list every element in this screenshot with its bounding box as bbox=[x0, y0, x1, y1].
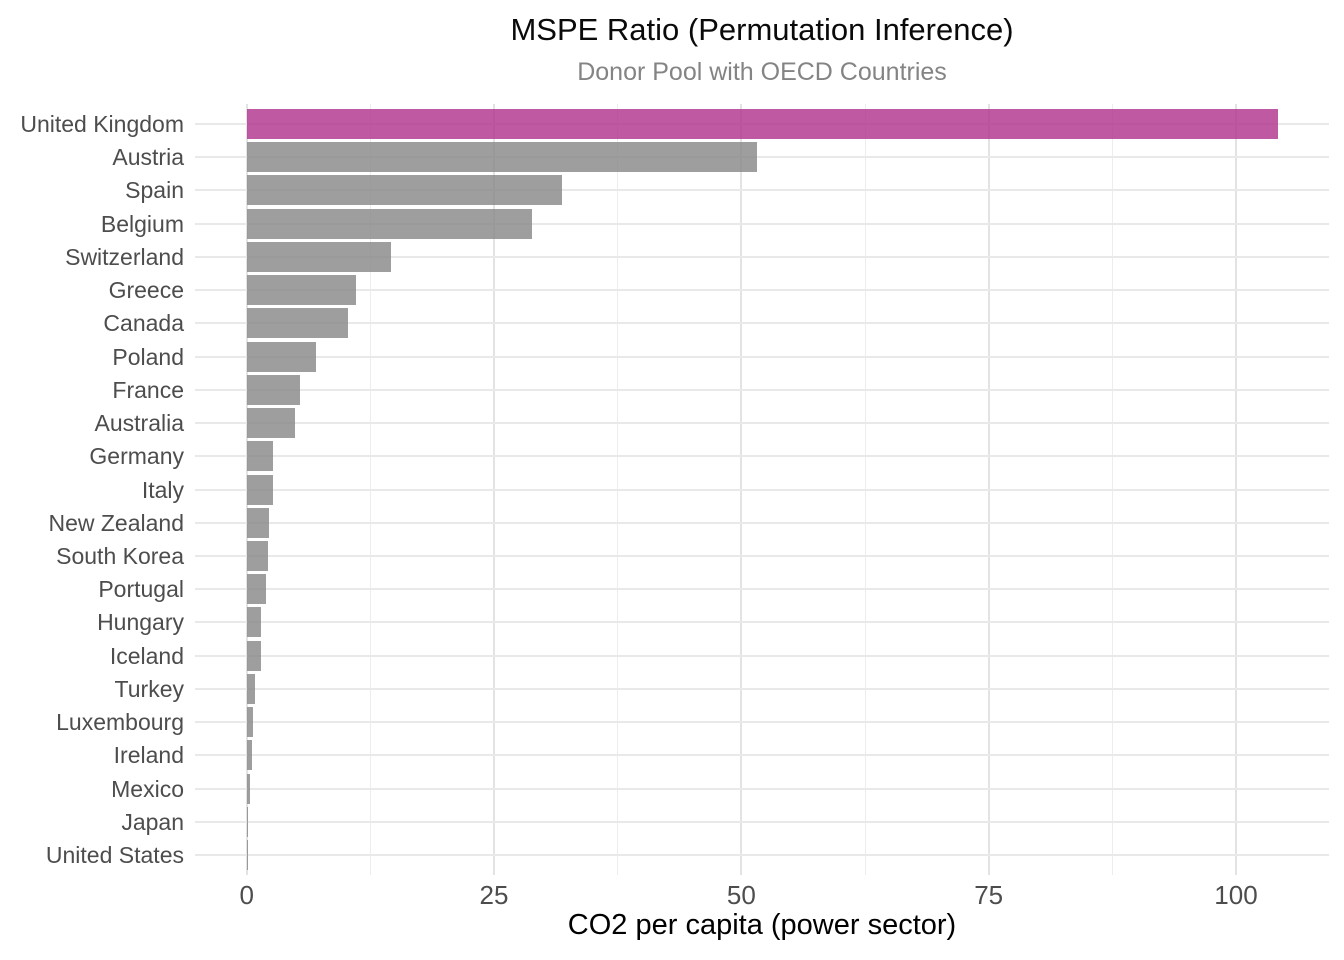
y-axis-label: Austria bbox=[112, 144, 184, 171]
bar bbox=[246, 408, 296, 439]
y-gridline bbox=[195, 787, 1329, 790]
y-gridline bbox=[195, 588, 1329, 591]
y-gridline bbox=[195, 388, 1329, 391]
y-gridline bbox=[195, 422, 1329, 425]
bar bbox=[246, 341, 316, 372]
bar bbox=[246, 142, 758, 173]
bar bbox=[246, 707, 253, 738]
bar bbox=[246, 773, 251, 804]
x-axis-tick-label: 50 bbox=[726, 880, 756, 910]
y-axis-label: Turkey bbox=[114, 675, 184, 702]
bar bbox=[246, 175, 563, 206]
y-gridline bbox=[195, 156, 1329, 159]
y-axis-label: Spain bbox=[125, 177, 184, 204]
y-axis-label: Greece bbox=[108, 277, 184, 304]
bar bbox=[246, 241, 392, 272]
bar bbox=[246, 374, 301, 405]
y-gridline bbox=[195, 222, 1329, 225]
y-gridline bbox=[195, 322, 1329, 325]
chart-title: MSPE Ratio (Permutation Inference) bbox=[510, 12, 1014, 47]
y-axis-label: Germany bbox=[89, 443, 184, 470]
bar bbox=[246, 740, 252, 771]
y-axis-label: Italy bbox=[141, 476, 184, 503]
bar bbox=[246, 806, 249, 837]
y-gridline bbox=[195, 521, 1329, 524]
y-gridline bbox=[195, 687, 1329, 690]
bar bbox=[246, 474, 274, 505]
x-axis-tick-label: 75 bbox=[974, 880, 1004, 910]
y-gridline bbox=[195, 721, 1329, 724]
bar bbox=[246, 540, 269, 571]
y-axis-label: United States bbox=[45, 842, 184, 869]
y-gridline bbox=[195, 820, 1329, 823]
y-axis-label: Poland bbox=[112, 343, 184, 370]
y-gridline bbox=[195, 255, 1329, 258]
y-gridline bbox=[195, 621, 1329, 624]
y-gridline bbox=[195, 289, 1329, 292]
y-axis-label: Switzerland bbox=[65, 243, 184, 270]
y-axis-label: New Zealand bbox=[48, 509, 184, 536]
y-gridline bbox=[195, 854, 1329, 857]
y-gridline bbox=[195, 189, 1329, 192]
x-axis-tick-label: 0 bbox=[239, 880, 254, 910]
y-gridline bbox=[195, 654, 1329, 657]
y-gridline bbox=[195, 488, 1329, 491]
bar bbox=[246, 275, 356, 306]
y-axis-label: Belgium bbox=[100, 210, 184, 237]
bar bbox=[246, 840, 248, 871]
y-axis-label: Portugal bbox=[98, 576, 184, 603]
bar bbox=[246, 640, 261, 671]
y-gridline bbox=[195, 455, 1329, 458]
chart-subtitle: Donor Pool with OECD Countries bbox=[577, 58, 947, 86]
bar bbox=[246, 507, 270, 538]
bar bbox=[246, 208, 532, 239]
y-axis-label: Mexico bbox=[111, 775, 184, 802]
plot-panel bbox=[195, 104, 1329, 875]
y-axis-label: Iceland bbox=[109, 642, 184, 669]
y-axis-label: France bbox=[112, 376, 184, 403]
bar bbox=[246, 308, 348, 339]
bar bbox=[246, 441, 274, 472]
y-gridline bbox=[195, 554, 1329, 557]
y-gridline bbox=[195, 754, 1329, 757]
y-axis-label: Hungary bbox=[97, 609, 184, 636]
y-axis-label: Australia bbox=[94, 410, 184, 437]
bar bbox=[246, 607, 262, 638]
x-axis-tick-label: 100 bbox=[1214, 880, 1258, 910]
y-axis-label: South Korea bbox=[56, 542, 184, 569]
x-axis-title: CO2 per capita (power sector) bbox=[567, 909, 957, 941]
bar bbox=[246, 574, 267, 605]
y-axis-label: Canada bbox=[103, 310, 184, 337]
y-axis-label: Japan bbox=[121, 808, 184, 835]
x-axis-tick-label: 25 bbox=[479, 880, 509, 910]
y-gridline bbox=[195, 355, 1329, 358]
y-axis-label: Ireland bbox=[113, 742, 184, 769]
bar-highlighted bbox=[246, 108, 1278, 139]
y-axis-label: Luxembourg bbox=[56, 709, 184, 736]
bar bbox=[246, 673, 256, 704]
y-axis-label: United Kingdom bbox=[20, 110, 184, 137]
